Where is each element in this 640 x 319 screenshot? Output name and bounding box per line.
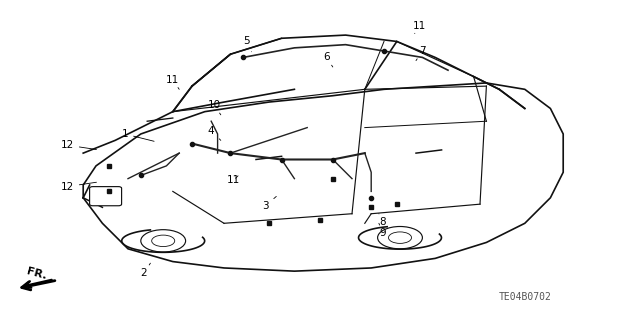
Text: 10: 10 bbox=[208, 100, 221, 115]
Text: 11: 11 bbox=[166, 75, 179, 89]
Text: 8: 8 bbox=[379, 214, 386, 227]
Text: 4: 4 bbox=[208, 126, 221, 140]
Text: 12: 12 bbox=[61, 140, 97, 150]
Text: 12: 12 bbox=[61, 182, 97, 192]
Text: 5: 5 bbox=[243, 36, 252, 52]
Text: FR.: FR. bbox=[26, 266, 48, 281]
Text: 11: 11 bbox=[413, 20, 426, 33]
Text: 3: 3 bbox=[262, 197, 276, 211]
Text: 11: 11 bbox=[227, 175, 240, 185]
FancyBboxPatch shape bbox=[90, 187, 122, 206]
Text: 2: 2 bbox=[141, 263, 150, 278]
Text: 9: 9 bbox=[379, 223, 386, 238]
Text: TE04B0702: TE04B0702 bbox=[499, 292, 551, 302]
Text: 7: 7 bbox=[416, 46, 426, 61]
Text: 6: 6 bbox=[323, 52, 333, 67]
Text: 1: 1 bbox=[122, 129, 154, 141]
